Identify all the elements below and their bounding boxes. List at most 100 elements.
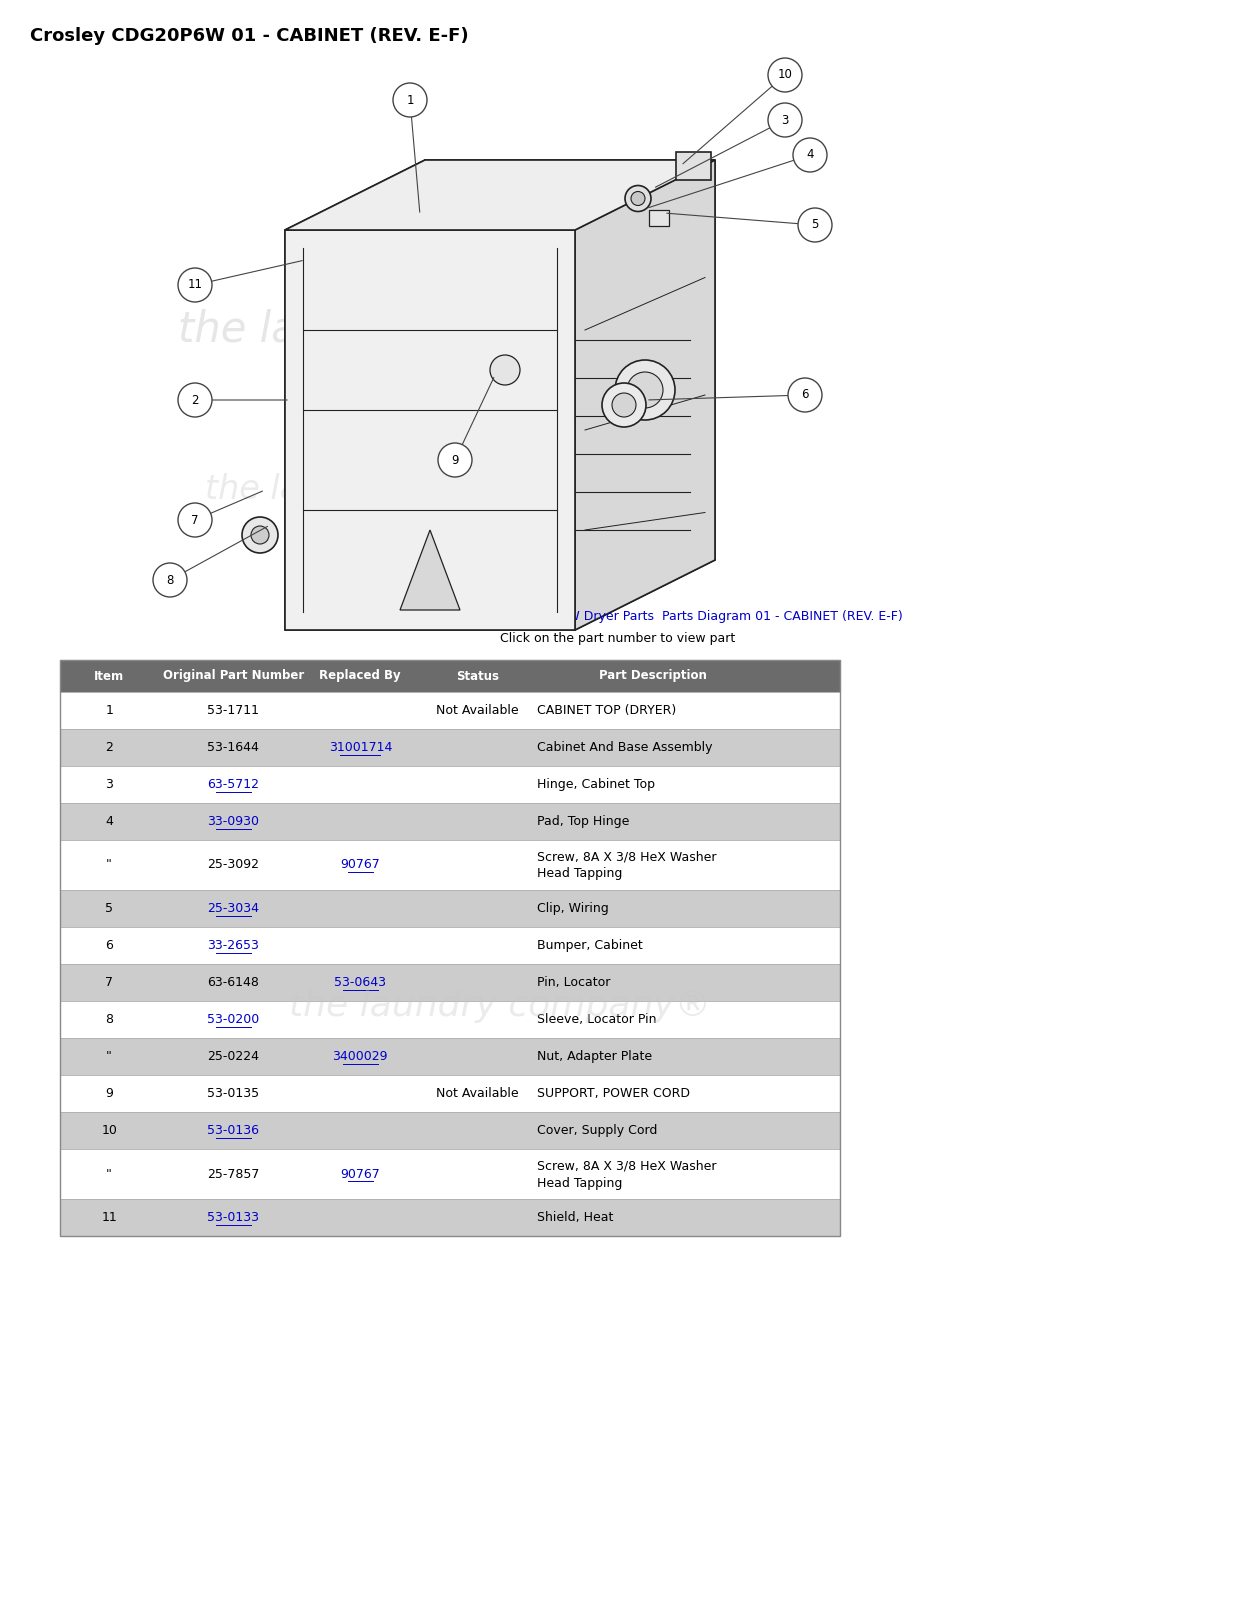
FancyBboxPatch shape — [61, 1002, 840, 1038]
Polygon shape — [400, 530, 460, 610]
FancyBboxPatch shape — [675, 152, 711, 179]
Circle shape — [612, 394, 636, 418]
Circle shape — [153, 563, 187, 597]
Text: 53-1644: 53-1644 — [208, 741, 259, 754]
Text: 90767: 90767 — [340, 1168, 380, 1181]
Polygon shape — [285, 160, 426, 630]
Text: Sleeve, Locator Pin: Sleeve, Locator Pin — [537, 1013, 657, 1026]
Text: 6: 6 — [802, 389, 809, 402]
Circle shape — [438, 443, 473, 477]
Text: 9: 9 — [105, 1086, 113, 1101]
Text: ": " — [106, 1050, 113, 1062]
FancyBboxPatch shape — [61, 730, 840, 766]
Text: 53-0136: 53-0136 — [207, 1123, 260, 1138]
FancyBboxPatch shape — [61, 1149, 840, 1198]
Text: 63-5712: 63-5712 — [207, 778, 260, 790]
FancyBboxPatch shape — [649, 210, 669, 226]
Text: ": " — [106, 1168, 113, 1181]
Text: 1: 1 — [105, 704, 113, 717]
Circle shape — [490, 355, 520, 386]
Text: Replaced By: Replaced By — [319, 669, 401, 683]
Text: Crosley CDG20P6W 01 - CABINET (REV. E-F): Crosley CDG20P6W 01 - CABINET (REV. E-F) — [30, 27, 469, 45]
Text: 2: 2 — [192, 394, 199, 406]
Text: 90767: 90767 — [340, 859, 380, 872]
FancyBboxPatch shape — [61, 1075, 840, 1112]
Text: Click on the part number to view part: Click on the part number to view part — [501, 632, 736, 645]
Text: Cover, Supply Cord: Cover, Supply Cord — [537, 1123, 657, 1138]
Text: Nut, Adapter Plate: Nut, Adapter Plate — [537, 1050, 652, 1062]
Text: Item: Item — [94, 669, 124, 683]
Text: the laundry company®: the laundry company® — [289, 989, 711, 1022]
Text: 33-2653: 33-2653 — [208, 939, 259, 952]
Text: Shield, Heat: Shield, Heat — [537, 1211, 614, 1224]
Text: 10: 10 — [778, 69, 793, 82]
Text: Clip, Wiring: Clip, Wiring — [537, 902, 609, 915]
Circle shape — [793, 138, 828, 171]
Text: Pin, Locator: Pin, Locator — [537, 976, 610, 989]
FancyBboxPatch shape — [61, 963, 840, 1002]
Text: 7: 7 — [192, 514, 199, 526]
Circle shape — [242, 517, 278, 554]
Text: 25-3092: 25-3092 — [207, 859, 260, 872]
Text: Screw, 8A X 3/8 HeX Washer: Screw, 8A X 3/8 HeX Washer — [537, 1160, 716, 1173]
Text: 25-0224: 25-0224 — [207, 1050, 260, 1062]
Circle shape — [602, 382, 646, 427]
Circle shape — [178, 267, 212, 302]
Text: 25-7857: 25-7857 — [207, 1168, 260, 1181]
FancyBboxPatch shape — [61, 691, 840, 730]
Text: Screw, 8A X 3/8 HeX Washer: Screw, 8A X 3/8 HeX Washer — [537, 851, 716, 864]
Circle shape — [251, 526, 268, 544]
Text: Status: Status — [455, 669, 499, 683]
Circle shape — [625, 186, 651, 211]
Text: CABINET TOP (DRYER): CABINET TOP (DRYER) — [537, 704, 677, 717]
Text: 2: 2 — [105, 741, 113, 754]
Text: 4: 4 — [105, 814, 113, 829]
Text: ": " — [106, 859, 113, 872]
Text: 3: 3 — [782, 114, 789, 126]
Text: Crosley Residential Crosley CDG20P6W Dryer Parts  Parts Diagram 01 - CABINET (RE: Crosley Residential Crosley CDG20P6W Dry… — [334, 610, 902, 622]
Text: Head Tapping: Head Tapping — [537, 1176, 622, 1189]
Circle shape — [768, 58, 802, 91]
Text: 10: 10 — [101, 1123, 118, 1138]
Text: 4: 4 — [807, 149, 814, 162]
Text: 33-0930: 33-0930 — [207, 814, 260, 829]
Text: Not Available: Not Available — [435, 704, 518, 717]
Text: Cabinet And Base Assembly: Cabinet And Base Assembly — [537, 741, 713, 754]
Text: Head Tapping: Head Tapping — [537, 867, 622, 880]
Text: 53-0133: 53-0133 — [207, 1211, 260, 1224]
Circle shape — [798, 208, 833, 242]
Text: 53-0643: 53-0643 — [334, 976, 386, 989]
Text: 25-3034: 25-3034 — [207, 902, 260, 915]
Text: 8: 8 — [166, 573, 173, 587]
Text: 63-6148: 63-6148 — [208, 976, 259, 989]
Polygon shape — [575, 160, 715, 630]
Circle shape — [178, 502, 212, 538]
Text: SUPPORT, POWER CORD: SUPPORT, POWER CORD — [537, 1086, 690, 1101]
FancyBboxPatch shape — [61, 1112, 840, 1149]
FancyBboxPatch shape — [61, 1038, 840, 1075]
Text: the laundry company: the laundry company — [178, 309, 622, 350]
FancyBboxPatch shape — [61, 659, 840, 691]
Text: 11: 11 — [188, 278, 203, 291]
Circle shape — [788, 378, 823, 411]
FancyBboxPatch shape — [61, 803, 840, 840]
Text: Original Part Number: Original Part Number — [162, 669, 304, 683]
Text: Bumper, Cabinet: Bumper, Cabinet — [537, 939, 643, 952]
Polygon shape — [285, 160, 715, 230]
Circle shape — [631, 192, 644, 205]
Polygon shape — [285, 230, 575, 630]
Circle shape — [393, 83, 427, 117]
Text: 9: 9 — [452, 453, 459, 467]
FancyBboxPatch shape — [61, 766, 840, 803]
Text: Part Description: Part Description — [599, 669, 706, 683]
Text: 5: 5 — [811, 219, 819, 232]
Text: 31001714: 31001714 — [329, 741, 392, 754]
Text: Hinge, Cabinet Top: Hinge, Cabinet Top — [537, 778, 654, 790]
Text: Not Available: Not Available — [435, 1086, 518, 1101]
Text: 53-1711: 53-1711 — [207, 704, 260, 717]
Text: 6: 6 — [105, 939, 113, 952]
Text: the laundry company®: the laundry company® — [205, 474, 595, 507]
Polygon shape — [285, 560, 715, 630]
FancyBboxPatch shape — [61, 1198, 840, 1235]
Circle shape — [178, 382, 212, 418]
